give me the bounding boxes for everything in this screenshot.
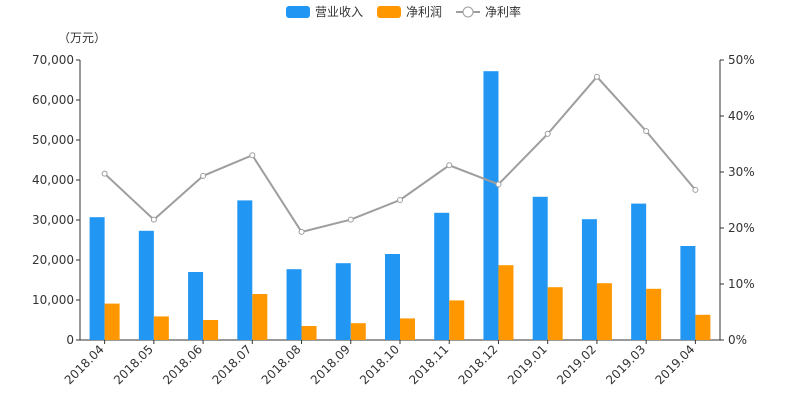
y-right-tick-label: 30% <box>728 165 755 179</box>
legend: 营业收入 净利润 净利率 <box>286 4 521 19</box>
bars <box>89 71 711 340</box>
x-tick-label: 2018.11 <box>406 342 451 387</box>
y-left-tick-label: 40,000 <box>32 173 74 187</box>
line-point <box>495 181 502 188</box>
bar-net-profit <box>203 320 219 340</box>
line-point <box>347 216 354 223</box>
line-point <box>101 170 108 177</box>
line-series <box>101 73 699 235</box>
legend-label: 净利润 <box>406 5 442 19</box>
y-left-tick-label: 50,000 <box>32 133 74 147</box>
bar-revenue <box>286 269 302 340</box>
bar-revenue <box>138 230 154 340</box>
legend-swatch <box>286 6 310 18</box>
y-right-tick-label: 40% <box>728 109 755 123</box>
y-left-tick-label: 60,000 <box>32 93 74 107</box>
y-right-tick-label: 10% <box>728 277 755 291</box>
y-left-tick-label: 20,000 <box>32 253 74 267</box>
y-left-tick-label: 0 <box>66 333 74 347</box>
bar-net-profit <box>449 300 465 340</box>
x-tick-label: 2018.05 <box>111 342 156 387</box>
line-point <box>692 186 699 193</box>
y-axis-unit-label: （万元） <box>58 31 106 45</box>
bar-net-profit <box>596 283 612 340</box>
line-point <box>643 128 650 135</box>
bar-revenue <box>335 263 351 340</box>
line-point <box>150 216 157 223</box>
bar-net-profit <box>695 314 711 340</box>
x-tick-label: 2019.04 <box>653 342 698 387</box>
x-tick-label: 2018.07 <box>209 342 254 387</box>
x-tick-label: 2019.02 <box>554 342 599 387</box>
bar-net-profit <box>498 265 514 340</box>
line-point <box>298 228 305 235</box>
x-tick-label: 2018.08 <box>259 342 304 387</box>
bar-revenue <box>385 254 400 340</box>
line-point <box>593 73 600 80</box>
bar-net-profit <box>400 318 415 340</box>
bar-net-profit <box>301 326 317 340</box>
y-left-tick-label: 70,000 <box>32 53 74 67</box>
line-point <box>397 197 403 203</box>
x-tick-label: 2019.01 <box>505 342 550 387</box>
bar-revenue <box>483 71 499 340</box>
legend-label: 营业收入 <box>315 5 363 19</box>
bar-net-profit <box>153 316 169 340</box>
bar-revenue <box>680 246 696 340</box>
bar-revenue <box>434 212 450 340</box>
legend-swatch <box>377 6 402 18</box>
y-right-tick-label: 50% <box>728 53 755 67</box>
bar-net-profit <box>252 294 268 340</box>
y-right-tick-label: 20% <box>728 221 755 235</box>
line-point <box>200 172 207 179</box>
bar-revenue <box>188 272 204 340</box>
y-left-tick-label: 30,000 <box>32 213 74 227</box>
y-right-tick-label: 0% <box>728 333 747 347</box>
line-point <box>446 162 453 169</box>
bar-net-profit <box>350 323 366 340</box>
line-point <box>249 152 256 159</box>
bar-revenue <box>631 203 647 340</box>
x-tick-label: 2018.10 <box>357 342 402 387</box>
legend-label: 净利率 <box>485 4 521 19</box>
line-net-margin <box>103 75 697 234</box>
x-tick-label: 2018.06 <box>160 342 205 387</box>
bar-revenue <box>89 217 105 340</box>
x-tick-label: 2018.12 <box>456 342 501 387</box>
bar-net-profit <box>104 303 120 340</box>
bar-net-profit <box>547 287 563 340</box>
legend-marker <box>462 6 474 18</box>
x-tick-label: 2018.09 <box>308 342 353 387</box>
x-tick-label: 2019.03 <box>603 342 648 387</box>
bar-revenue <box>581 219 597 340</box>
bar-net-profit <box>646 288 662 340</box>
bar-revenue <box>237 200 253 340</box>
x-tick-label: 2018.04 <box>62 342 107 387</box>
line-point <box>544 130 551 137</box>
bar-revenue <box>532 196 548 340</box>
y-left-tick-label: 10,000 <box>32 293 74 307</box>
